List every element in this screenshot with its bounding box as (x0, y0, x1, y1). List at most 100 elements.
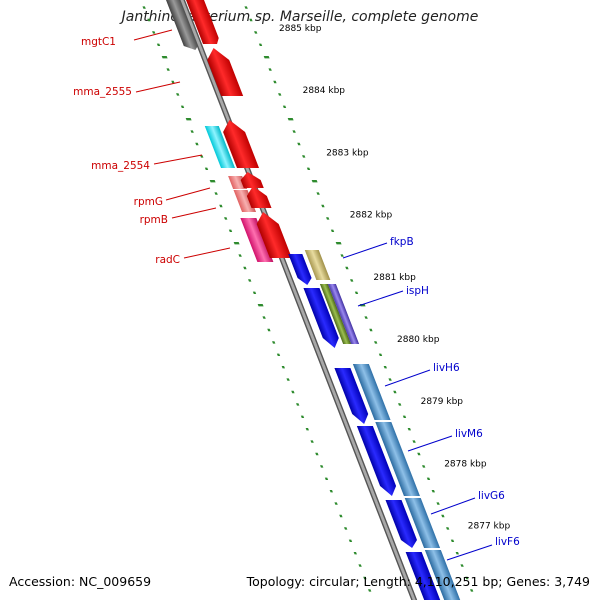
left-gene-labels: mgtC1 mma_2555 mma_2554 rpmG rpmB radC (73, 29, 231, 266)
leader-line-fkpB (342, 242, 388, 259)
right-track-tick (426, 477, 431, 481)
gene-ispH-arrow (303, 288, 339, 348)
right-track-tick (460, 564, 464, 567)
left-track-tick (329, 490, 333, 493)
right-track-tick (254, 31, 258, 34)
right-track-tick (282, 105, 287, 108)
left-track-tick (286, 378, 290, 381)
gene-rpmB-arrow (246, 186, 272, 208)
scale-labels: 2885 kbp 2884 kbp 2883 kbp 2882 kbp 2881 kbp… (279, 24, 510, 532)
gene-livF6-arrow (405, 552, 441, 600)
gene-label-fkpB: fkpB (390, 236, 414, 248)
right-track-tick (383, 366, 387, 369)
right-track-tick (278, 93, 282, 96)
right-track-tick (417, 452, 421, 456)
left-track-tick (190, 130, 194, 133)
genome-backbone (176, 0, 424, 600)
right-gene-labels: fkpB ispH livH6 livM6 livG6 livF6 (342, 236, 520, 561)
left-track-tick (300, 415, 305, 419)
topology-text: Topology: circular; (246, 574, 360, 589)
right-track-tick (388, 378, 392, 381)
left-track-tick (276, 353, 281, 357)
right-track-tick (350, 279, 354, 282)
right-track-tick (407, 428, 411, 431)
gene-livH6-block (352, 364, 391, 420)
left-track-tick (243, 266, 247, 270)
left-track-tick (339, 514, 343, 518)
left-track-tick (176, 93, 180, 96)
gene-rpmB-block (233, 190, 257, 212)
gene-radC-arrow (256, 212, 292, 258)
right-track-tick (340, 254, 344, 257)
leader-line-livF6 (446, 544, 493, 561)
leader-line-rpmB (171, 207, 217, 219)
gene-label-livF6: livF6 (495, 536, 520, 548)
right-track-tick (402, 415, 407, 419)
left-track-tick (257, 304, 264, 307)
leader-line-mma_2555 (135, 81, 181, 93)
left-track-tick (281, 366, 285, 369)
gene-mma_2554-arrow (223, 120, 260, 168)
gene-label-livG6: livG6 (478, 490, 505, 502)
right-feature-track (244, 6, 474, 592)
right-track-tick (412, 440, 416, 443)
scale-label: 2880 kbp (397, 335, 440, 345)
right-track-tick (465, 576, 469, 580)
gene-label-mgtC1: mgtC1 (81, 36, 116, 48)
right-track-tick (287, 118, 294, 121)
right-track-tick (431, 490, 435, 493)
right-track-tick (393, 390, 397, 394)
gene-livM6-arrow (356, 426, 397, 496)
scale-label: 2878 kbp (444, 459, 487, 469)
right-track-tick (364, 316, 368, 319)
right-track-tick (306, 167, 311, 171)
left-track-tick (296, 403, 300, 406)
left-track-tick (363, 576, 367, 580)
right-track-tick (470, 589, 474, 592)
left-track-tick (204, 167, 209, 171)
gene-label-mma_2555: mma_2555 (73, 86, 132, 98)
leader-line-livH6 (384, 369, 431, 387)
gene-ispH-purple (327, 284, 360, 344)
gene-livG6-arrow (385, 500, 417, 548)
left-track-tick (238, 254, 242, 257)
left-track-tick (185, 118, 192, 121)
leader-line-livM6 (407, 435, 453, 452)
right-track-tick (311, 180, 318, 183)
gene-ispH-olive (319, 284, 352, 344)
left-track-tick (348, 539, 353, 542)
left-track-tick (195, 142, 199, 146)
left-track-tick (358, 564, 362, 567)
right-track-tick (374, 341, 378, 344)
gene-label-ispH: ispH (406, 285, 429, 297)
left-track-tick (344, 527, 348, 530)
right-track-tick (258, 43, 263, 46)
left-track-tick (252, 291, 257, 295)
right-track-tick (326, 217, 330, 220)
right-track-tick (263, 56, 270, 59)
left-track-tick (291, 390, 295, 394)
left-track-tick (152, 31, 156, 34)
scale-label: 2881 kbp (373, 273, 416, 283)
scale-label: 2877 kbp (468, 522, 511, 532)
left-track-tick (262, 316, 266, 319)
left-track-tick (305, 428, 309, 431)
right-track-tick (302, 155, 306, 158)
left-track-tick (334, 502, 338, 505)
gene-label-rpmG: rpmG (134, 196, 163, 208)
gene-fkpB-block (304, 250, 331, 280)
left-track-tick (233, 242, 240, 245)
left-track-tick (368, 589, 372, 592)
left-track-tick (310, 440, 314, 443)
left-track-tick (224, 217, 228, 220)
scale-label: 2884 kbp (303, 86, 346, 96)
left-track-tick (214, 192, 218, 195)
left-track-tick (161, 56, 168, 59)
right-track-tick (345, 266, 349, 270)
right-track-tick (378, 353, 383, 357)
gene-count-text: Genes: 3,749 (506, 574, 590, 589)
right-track-tick (335, 242, 342, 245)
right-track-tick (273, 80, 277, 84)
left-track-tick (267, 328, 271, 332)
